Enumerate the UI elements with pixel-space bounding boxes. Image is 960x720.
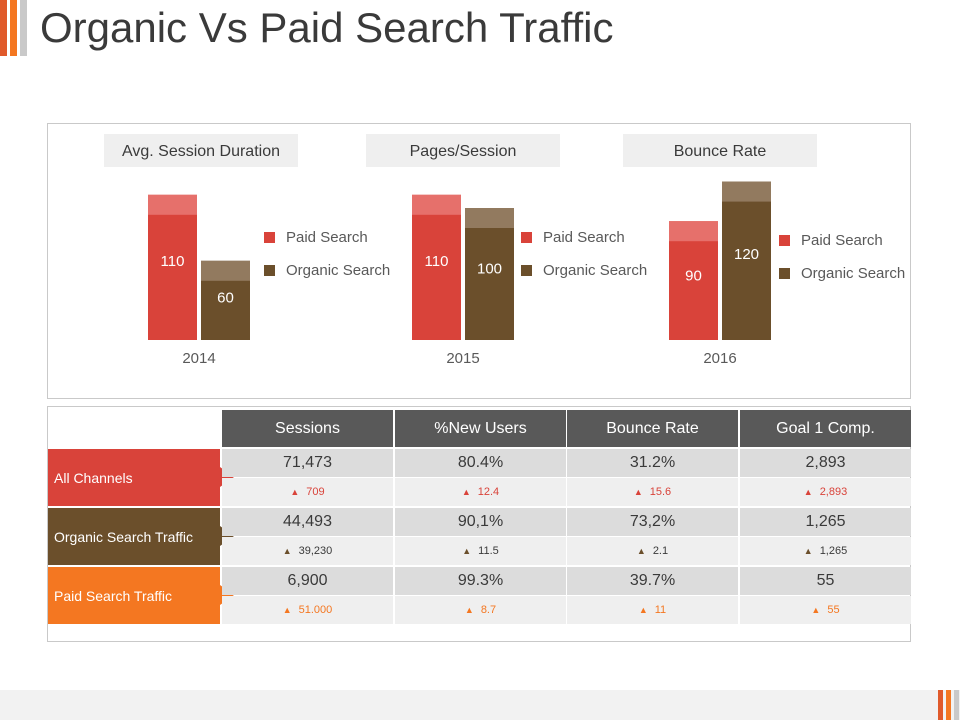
legend-label: Organic Search — [801, 265, 905, 282]
up-triangle-icon: ▲ — [638, 605, 648, 615]
table-cell-value: 44,493 — [222, 508, 393, 536]
up-triangle-icon: ▲ — [803, 546, 813, 556]
organic-bar-cap — [201, 260, 250, 281]
legend-swatch — [264, 265, 275, 276]
change-value: 1,265 — [819, 545, 848, 557]
up-triangle-icon: ▲ — [282, 546, 292, 556]
legend-label: Organic Search — [543, 262, 647, 279]
column-header: Bounce Rate — [567, 410, 738, 447]
legend-label: Organic Search — [286, 262, 390, 279]
change-value: 15.6 — [649, 486, 672, 498]
change-value: 2,893 — [819, 486, 848, 498]
table-cell-value: 6,900 — [222, 567, 393, 595]
up-triangle-icon: ▲ — [811, 605, 821, 615]
table-cell-change: ▲ 55 — [740, 596, 911, 624]
change-value: 11 — [654, 604, 667, 616]
chart-title: Avg. Session Duration — [122, 143, 280, 160]
table-cell-value: 2,893 — [740, 449, 911, 477]
legend-label: Paid Search — [286, 229, 368, 246]
change-value: 39,230 — [298, 545, 333, 557]
table-cell-value: 99.3% — [395, 567, 566, 595]
up-triangle-icon: ▲ — [461, 487, 471, 497]
chart-title: Bounce Rate — [674, 143, 767, 160]
up-triangle-icon: ▲ — [633, 487, 643, 497]
row-label: Organic Search Traffic — [48, 508, 220, 565]
bar-value-label: 60 — [217, 289, 234, 306]
charts-panel: Avg. Session Duration 110 60 2014 Paid Searc… — [47, 123, 911, 399]
column-header: %New Users — [395, 410, 566, 447]
paid-bar-cap — [148, 194, 197, 215]
legend-label: Paid Search — [543, 229, 625, 246]
column-header: Goal 1 Comp. — [740, 410, 911, 447]
row-label: All Channels — [48, 449, 220, 506]
chart-title-box — [623, 134, 817, 167]
chart-title: Pages/Session — [410, 143, 517, 160]
x-tick-label: 2015 — [446, 350, 479, 367]
chart-title-box — [104, 134, 298, 167]
change-value: 51.000 — [298, 604, 333, 616]
change-value: 2.1 — [652, 545, 669, 557]
table-cell-value: 80.4% — [395, 449, 566, 477]
bar-value-label: 110 — [425, 253, 449, 270]
legend-swatch — [521, 232, 532, 243]
change-value: 12.4 — [477, 486, 500, 498]
table-cell-value: 31.2% — [567, 449, 738, 477]
paid-bar-cap — [412, 194, 461, 215]
legend-swatch — [779, 268, 790, 279]
table-cell-value: 73,2% — [567, 508, 738, 536]
table-cell-value: 1,265 — [740, 508, 911, 536]
x-tick-label: 2016 — [703, 350, 736, 367]
change-value: 55 — [827, 604, 840, 616]
legend-label: Paid Search — [801, 232, 883, 249]
up-triangle-icon: ▲ — [282, 605, 292, 615]
bar-value-label: 100 — [477, 260, 502, 277]
table-cell-change: ▲ 8.7 — [395, 596, 566, 624]
row-label: Paid Search Traffic — [48, 567, 220, 624]
organic-bar-2015 — [465, 208, 514, 340]
x-tick-label: 2014 — [182, 350, 215, 367]
column-header: Sessions — [222, 410, 393, 447]
table-cell-change: ▲ 11 — [567, 596, 738, 624]
legend-swatch — [521, 265, 532, 276]
organic-bar-cap — [722, 181, 771, 202]
bar-value-label: 90 — [685, 268, 702, 285]
table-cell-change: ▲ 51.000 — [222, 596, 393, 624]
table-cell-change: ▲ 12.4 — [395, 478, 566, 506]
chart-title-box — [366, 134, 560, 167]
footer-decoration — [938, 690, 960, 720]
paid-bar-2014 — [148, 194, 197, 340]
title-decoration — [0, 0, 30, 56]
table-cell-value: 71,473 — [222, 449, 393, 477]
paid-bar-2015 — [412, 194, 461, 340]
bar-value-label: 110 — [161, 253, 185, 270]
change-value: 709 — [306, 486, 325, 498]
change-value: 8.7 — [480, 604, 497, 616]
change-value: 11.5 — [478, 545, 499, 557]
table-cell-value: 90,1% — [395, 508, 566, 536]
up-triangle-icon: ▲ — [462, 546, 472, 556]
footer-band — [0, 690, 960, 720]
table-cell-change: ▲ 709 — [222, 478, 393, 506]
bar-charts: Avg. Session Duration 110 60 2014 Paid Searc… — [104, 134, 905, 367]
table-cell-change: ▲ 2.1 — [567, 537, 738, 565]
up-triangle-icon: ▲ — [464, 605, 474, 615]
table-cell-change: ▲ 15.6 — [567, 478, 738, 506]
table-cell-change: ▲ 39,230 — [222, 537, 393, 565]
table-cell-value: 55 — [740, 567, 911, 595]
up-triangle-icon: ▲ — [290, 487, 300, 497]
paid-bar-cap — [669, 221, 718, 242]
table-cell-change: ▲ 2,893 — [740, 478, 911, 506]
table-cell-change: ▲ 11.5 — [395, 537, 566, 565]
up-triangle-icon: ▲ — [636, 546, 646, 556]
page-title: Organic Vs Paid Search Traffic — [40, 4, 614, 51]
table-cell-change: ▲ 1,265 — [740, 537, 911, 565]
up-triangle-icon: ▲ — [803, 487, 813, 497]
legend-swatch — [264, 232, 275, 243]
legend-swatch — [779, 235, 790, 246]
metrics-table: Sessions %New Users Bounce Rate Goal 1 Comp… — [47, 406, 911, 642]
table-cell-value: 39.7% — [567, 567, 738, 595]
organic-bar-2016 — [722, 181, 771, 340]
organic-bar-cap — [465, 208, 514, 228]
bar-value-label: 120 — [734, 246, 759, 263]
